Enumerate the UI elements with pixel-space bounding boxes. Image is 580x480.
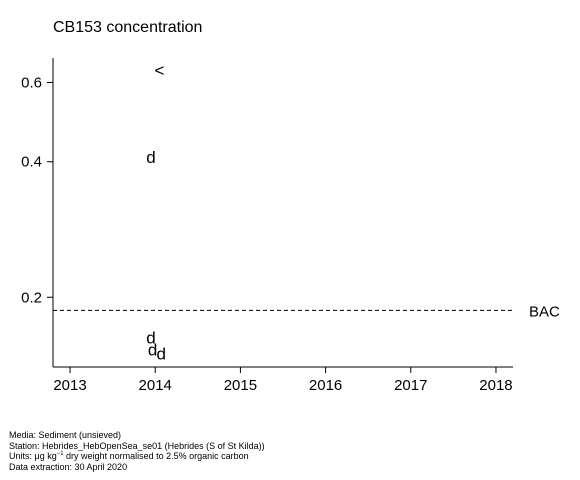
x-tick-label: 2018: [479, 377, 512, 394]
x-tick-label: 2015: [224, 377, 257, 394]
footer-units-prefix: Units: μg kg: [9, 451, 57, 461]
x-tick-label: 2016: [309, 377, 342, 394]
x-tick-label: 2017: [394, 377, 427, 394]
data-point: d: [146, 148, 155, 167]
data-point: <: [155, 61, 165, 80]
footer-extraction: Data extraction: 30 April 2020: [9, 461, 128, 472]
data-point: d: [146, 328, 155, 347]
y-tick-label: 0.6: [21, 74, 42, 91]
data-point: d: [156, 345, 165, 364]
axes: 2013 2014 2015 2016 2017 2018 0.2 0.4 0.6: [21, 58, 513, 394]
x-tick-label: 2014: [139, 377, 172, 394]
footer-units-exponent: −1: [56, 451, 64, 457]
data-points: <ddd d: [146, 61, 166, 364]
reference-lines: BAC: [53, 303, 560, 320]
footer-units-suffix: dry weight normalised to 2.5% organic ca…: [63, 451, 249, 461]
bac-label: BAC: [529, 303, 560, 320]
footer-units: Units: μg kg−1 dry weight normalised to …: [9, 451, 265, 462]
chart-footer: Media: Sediment (unsieved) Station: Hebr…: [9, 430, 265, 472]
y-tick-label: 0.4: [21, 154, 42, 171]
footer-station: Station: Hebrides_HebOpenSea_se01 (Hebri…: [9, 440, 265, 451]
chart-title: CB153 concentration: [53, 19, 203, 36]
y-tick-label: 0.2: [21, 289, 42, 306]
data-point: d: [148, 341, 157, 360]
x-tick-label: 2013: [53, 377, 86, 394]
footer-media: Media: Sediment (unsieved): [9, 430, 122, 440]
